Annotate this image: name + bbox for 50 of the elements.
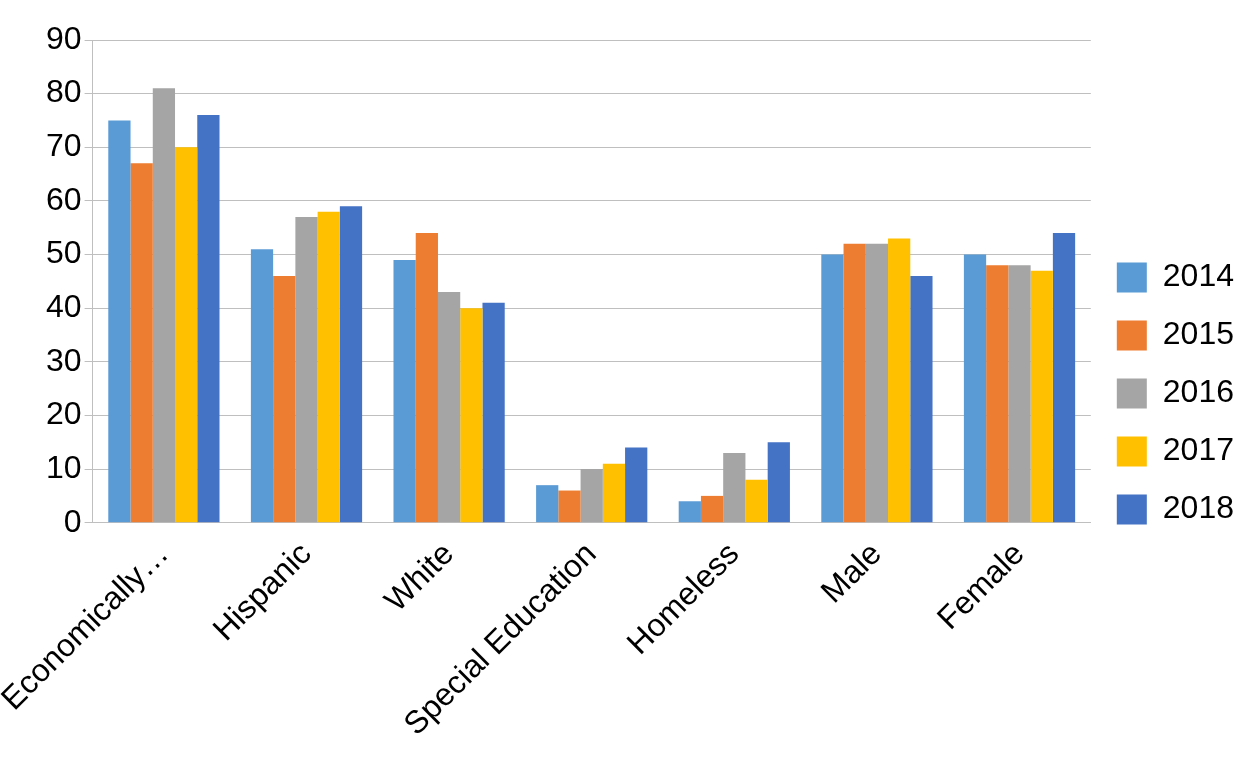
- y-tick-label: 60: [46, 180, 82, 217]
- bar: [767, 442, 790, 523]
- y-tick-label: 0: [63, 502, 82, 539]
- bar: [625, 447, 648, 523]
- legend-label: 2018: [1162, 489, 1234, 526]
- bar: [460, 308, 483, 523]
- bar: [580, 469, 603, 523]
- bar: [152, 88, 176, 523]
- legend-label: 2015: [1162, 315, 1234, 352]
- legend-label: 2016: [1162, 373, 1234, 410]
- y-tick-label: 90: [46, 19, 82, 56]
- y-tick-label: 40: [46, 288, 82, 324]
- bar: [986, 265, 1009, 523]
- bar: [536, 485, 559, 523]
- bar: [821, 254, 844, 523]
- bar: [108, 120, 131, 523]
- bar: [723, 452, 746, 523]
- bar: [250, 249, 274, 523]
- bar: [295, 216, 318, 523]
- bar: [175, 147, 198, 523]
- bar: [745, 479, 768, 523]
- y-tick-label: 30: [46, 341, 82, 378]
- y-tick-label: 50: [46, 234, 82, 271]
- bar: [700, 495, 724, 523]
- bar: [843, 243, 866, 523]
- bar: [317, 211, 340, 523]
- y-tick-label: 70: [46, 127, 82, 164]
- y-tick-label: 20: [46, 395, 82, 432]
- bar: [888, 238, 911, 523]
- bar: [602, 463, 626, 523]
- legend-label: 2014: [1162, 257, 1234, 294]
- bar: [393, 259, 416, 523]
- bar: [678, 501, 701, 523]
- bar: [1030, 270, 1053, 523]
- bar: [1008, 265, 1031, 523]
- bar: [437, 292, 461, 523]
- bar: [273, 275, 296, 523]
- bar: [558, 490, 581, 523]
- bar: [415, 233, 438, 523]
- bar: [963, 254, 987, 523]
- bar: [482, 302, 505, 523]
- bar: [339, 206, 363, 523]
- bar: [1052, 233, 1076, 523]
- legend-label: 2017: [1162, 431, 1234, 468]
- bar: [865, 243, 889, 523]
- bar: [910, 275, 933, 523]
- bar: [197, 115, 220, 523]
- y-tick-label: 10: [46, 448, 82, 485]
- y-tick-label: 80: [46, 73, 82, 110]
- bar: [130, 163, 153, 523]
